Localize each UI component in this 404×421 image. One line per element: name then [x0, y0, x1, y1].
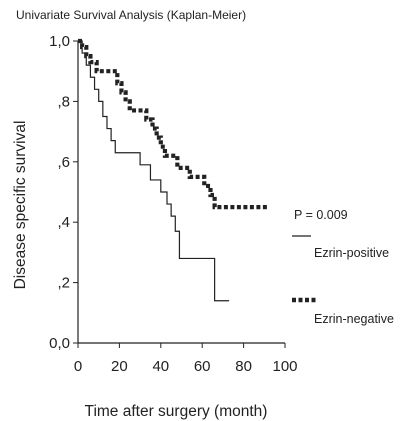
y-tick-label: 0,0 — [49, 335, 70, 352]
series-ezrin-positive-curve — [78, 40, 230, 302]
legend: Ezrin-positive Ezrin-negative — [292, 235, 394, 326]
y-axis-ticks: 0,0 ,2 ,4 ,6 ,8 1,0 — [49, 33, 78, 352]
y-axis-label: Disease specific survival — [12, 121, 29, 290]
p-value-annotation: P = 0.009 — [294, 208, 348, 222]
series-ezrin-negative-curve — [78, 38, 269, 210]
y-tick-label: ,8 — [57, 93, 70, 110]
y-tick-label: ,6 — [57, 154, 70, 171]
survival-curves — [78, 38, 269, 302]
x-tick-label: 80 — [235, 358, 252, 375]
x-tick-label: 40 — [152, 358, 169, 375]
legend-label-ezrin-negative: Ezrin-negative — [314, 312, 394, 326]
x-axis-ticks: 0 20 40 60 80 100 — [74, 343, 298, 375]
x-tick-label: 0 — [74, 358, 82, 375]
y-tick-label: ,4 — [57, 214, 70, 231]
x-tick-label: 100 — [272, 358, 297, 375]
x-tick-label: 60 — [194, 358, 211, 375]
x-tick-label: 20 — [111, 358, 128, 375]
plot-area — [77, 41, 285, 344]
legend-label-ezrin-positive: Ezrin-positive — [314, 246, 389, 260]
y-tick-label: ,2 — [57, 275, 70, 292]
x-axis-label: Time after surgery (month) — [85, 403, 268, 420]
y-tick-label: 1,0 — [49, 33, 70, 50]
chart-title: Univariate Survival Analysis (Kaplan-Mei… — [16, 8, 246, 22]
